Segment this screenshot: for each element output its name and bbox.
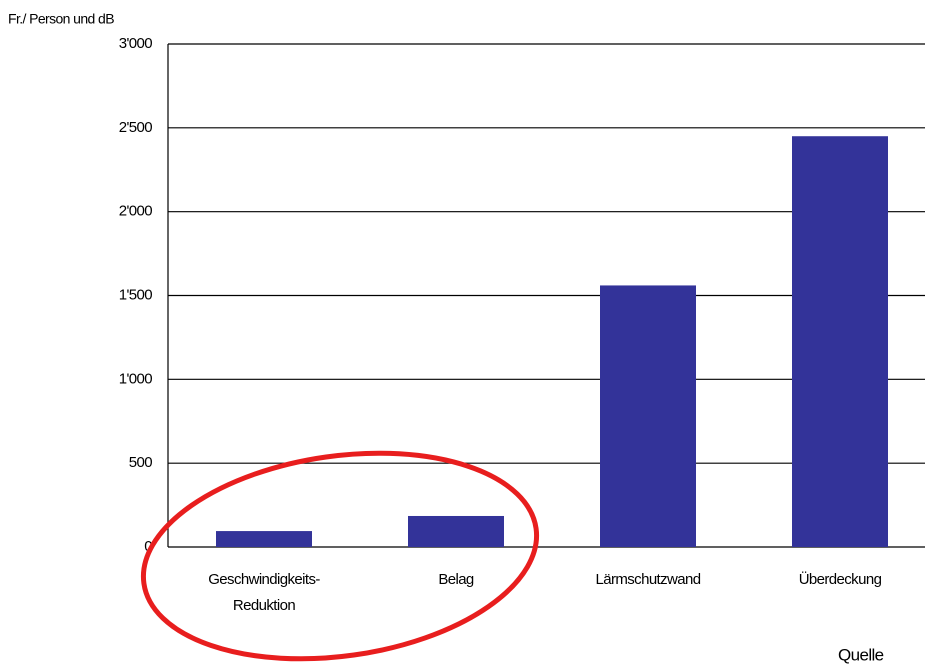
y-tick-label: 1'500 [119, 286, 152, 303]
y-tick-label: 2'000 [119, 203, 152, 220]
y-tick-label: 1'000 [119, 370, 152, 387]
y-tick-label: 0 [144, 538, 152, 555]
bar [600, 285, 696, 547]
bar [216, 531, 312, 547]
y-tick-label: 3'000 [119, 35, 152, 52]
y-tick-label: 500 [129, 454, 152, 471]
source-note: Quelle [838, 645, 884, 664]
x-tick-label: Lärmschutzwand [595, 571, 702, 588]
bar [408, 515, 504, 547]
highlight-circle [140, 450, 540, 662]
y-tick-label: 2'500 [119, 119, 152, 136]
x-tick-label: Überdeckung [798, 571, 882, 588]
y-axis-label: Fr./ Person und dB [8, 11, 114, 27]
bar [792, 136, 888, 547]
x-tick-label: Belag [438, 571, 474, 588]
x-tick-label: Geschwindigkeits- Reduktion [208, 571, 320, 614]
